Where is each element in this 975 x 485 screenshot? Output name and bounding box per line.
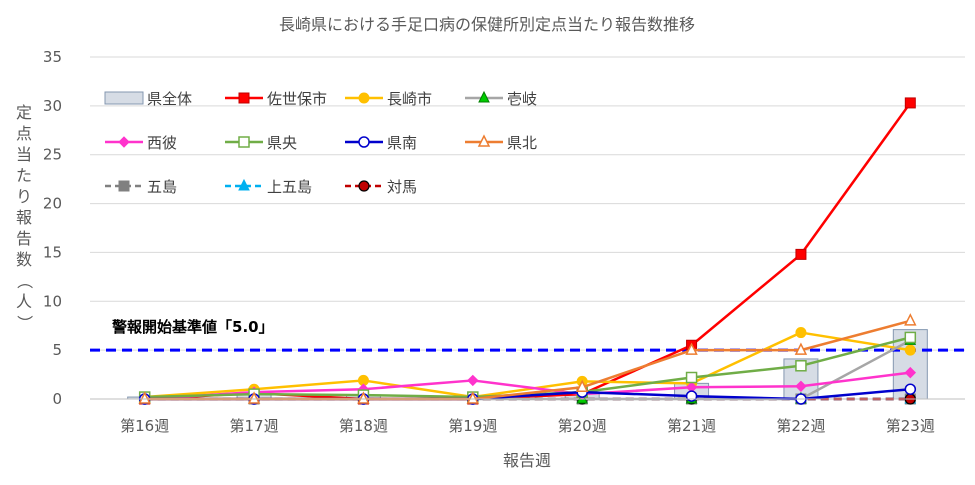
data-point [904,383,917,395]
data-point [238,136,250,148]
y-axis-title-char: （ [15,273,34,289]
data-point [904,331,917,344]
data-point [118,136,130,148]
y-axis-title-char: 点 [16,124,32,143]
data-point [794,342,808,355]
x-tick-label: 第22週 [776,417,825,435]
y-axis-title-char: 告 [16,229,32,248]
data-point [358,92,370,104]
x-tick-label: 第23週 [886,417,935,435]
data-point [795,248,807,260]
data-point [685,371,698,384]
data-point [477,134,491,147]
y-tick-label: 35 [43,48,62,66]
data-point [118,180,130,192]
data-point [358,136,370,148]
legend-label: 県全体 [147,90,192,108]
data-point [685,390,698,402]
y-tick-label: 25 [43,146,62,164]
legend-item: 壱岐 [465,90,537,108]
legend-label: 西彼 [147,134,177,152]
legend-item: 長崎市 [345,90,432,108]
axes: 0 5 10 15 20 25 30 35 第16週 第17週 第18週 第19週 第20週 第21週 第2… [43,48,965,435]
data-point [904,97,916,109]
data-point [904,313,917,326]
legend-item: 県北 [465,134,537,152]
legend-item: 五島 [105,178,177,196]
legend-label: 五島 [147,178,177,196]
y-tick-label: 20 [43,195,62,213]
series-line [144,331,911,399]
data-point [138,391,151,404]
reference-line-group: 警報開始基準値「5.0」 [90,318,965,352]
y-tick-label: 5 [52,341,62,359]
y-axis-title-char: 報 [16,208,32,227]
y-axis-title-char: 数 [16,250,32,269]
data-point [238,178,250,191]
y-axis-title-char: 当 [16,145,32,164]
data-point [685,342,698,355]
legend-item: 佐世保市 [225,90,327,108]
legend-label: 上五島 [267,178,312,196]
legend-label: 対馬 [387,178,417,196]
data-point [466,391,480,404]
y-axis-title-char: 定 [16,103,32,122]
y-axis-title-char: た [16,166,32,185]
x-tick-label: 第20週 [558,417,607,435]
legend-label: 県南 [387,134,417,152]
data-point [795,327,807,339]
legend-label: 長崎市 [387,90,432,108]
x-tick-label: 第16週 [120,417,169,435]
legend-item: 上五島 [225,178,312,196]
data-point [575,379,589,393]
legend-label: 県北 [507,134,537,152]
series-line [144,371,911,401]
y-tick-label: 10 [43,292,62,310]
y-axis-title: 定点当たり報告数 （ 人 ） [15,103,34,331]
data-point [247,391,261,404]
chart-title: 長崎県における手足口病の保健所別定点当たり報告数推移 [279,15,695,34]
y-tick-label: 30 [43,97,62,115]
data-point [904,344,916,356]
legend-label: 県央 [267,134,297,152]
legend-item: 県全体 [104,90,192,108]
y-tick-label: 15 [43,243,62,261]
data-point [467,374,479,387]
y-tick-label: 0 [52,390,62,408]
x-axis-title: 報告週 [503,451,551,470]
legend-swatch [104,91,144,105]
data-point [904,366,917,379]
x-tick-label: 第18週 [339,417,388,435]
data-point [238,92,250,104]
x-tick-label: 第17週 [230,417,279,435]
data-point [358,180,370,192]
x-tick-label: 第21週 [667,417,716,435]
data-point [478,90,490,103]
legend-item: 県南 [345,134,417,152]
y-axis-title-char: ） [15,315,34,331]
y-axis-title-char: 人 [16,292,32,311]
y-axis-title-char: り [16,187,32,206]
reference-line-label: 警報開始基準値「5.0」 [111,318,274,336]
x-tick-label: 第19週 [448,417,497,435]
data-point [795,360,807,372]
data-point [795,380,807,393]
gridlines [90,56,965,351]
legend-item: 対馬 [345,178,417,196]
data-point [357,391,370,404]
legend-label: 佐世保市 [267,90,327,108]
legend-label: 壱岐 [507,90,537,108]
legend-item: 西彼 [105,134,177,152]
legend-item: 県央 [225,134,297,152]
